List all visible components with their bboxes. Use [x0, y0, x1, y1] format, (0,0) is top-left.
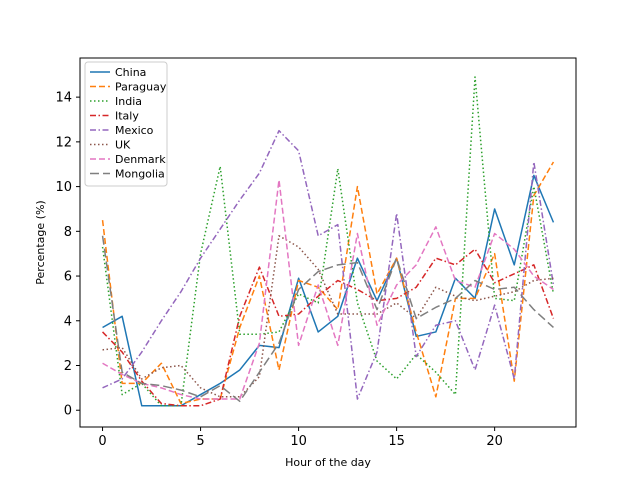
series-line-denmark: [102, 179, 554, 400]
x-tick-label: 5: [196, 434, 204, 449]
y-tick-label: 10: [55, 180, 72, 195]
x-tick-label: 15: [388, 434, 405, 449]
y-tick-label: 0: [64, 404, 72, 419]
legend-label-uk: UK: [115, 139, 131, 152]
y-tick-label: 4: [64, 314, 72, 329]
series-line-mongolia: [101, 235, 554, 403]
legend-label-mongolia: Mongolia: [115, 168, 165, 181]
legend-label-india: India: [115, 95, 142, 108]
x-axis-label: Hour of the day: [285, 456, 371, 469]
y-axis-label: Percentage (%): [34, 200, 47, 284]
x-axis: 0 5 10 15 20: [98, 427, 503, 449]
y-tick-label: 2: [64, 359, 72, 374]
y-tick-label: 8: [64, 225, 72, 240]
y-tick-label: 12: [55, 135, 72, 150]
series-line-uk: [102, 235, 554, 398]
legend-label-italy: Italy: [115, 110, 139, 123]
series-line-paraguay: [101, 161, 555, 405]
x-tick-label: 10: [290, 434, 307, 449]
legend-box: [84, 61, 168, 187]
series-line-mexico: [102, 129, 555, 400]
y-tick-label: 6: [64, 270, 72, 285]
legend-label-denmark: Denmark: [115, 153, 166, 166]
y-tick-label: 14: [55, 91, 72, 106]
series-line-italy: [102, 248, 555, 407]
plot-frame: [79, 57, 577, 428]
y-axis: 0 2 4 6 8 10 12 14: [55, 91, 80, 419]
x-tick-label: 20: [486, 434, 503, 449]
legend-label-paraguay: Paraguay: [115, 81, 167, 94]
x-tick-label: 0: [98, 434, 106, 449]
plot-lines: [101, 76, 555, 407]
legend-label-china: China: [115, 66, 146, 79]
legend-label-mexico: Mexico: [115, 124, 154, 137]
